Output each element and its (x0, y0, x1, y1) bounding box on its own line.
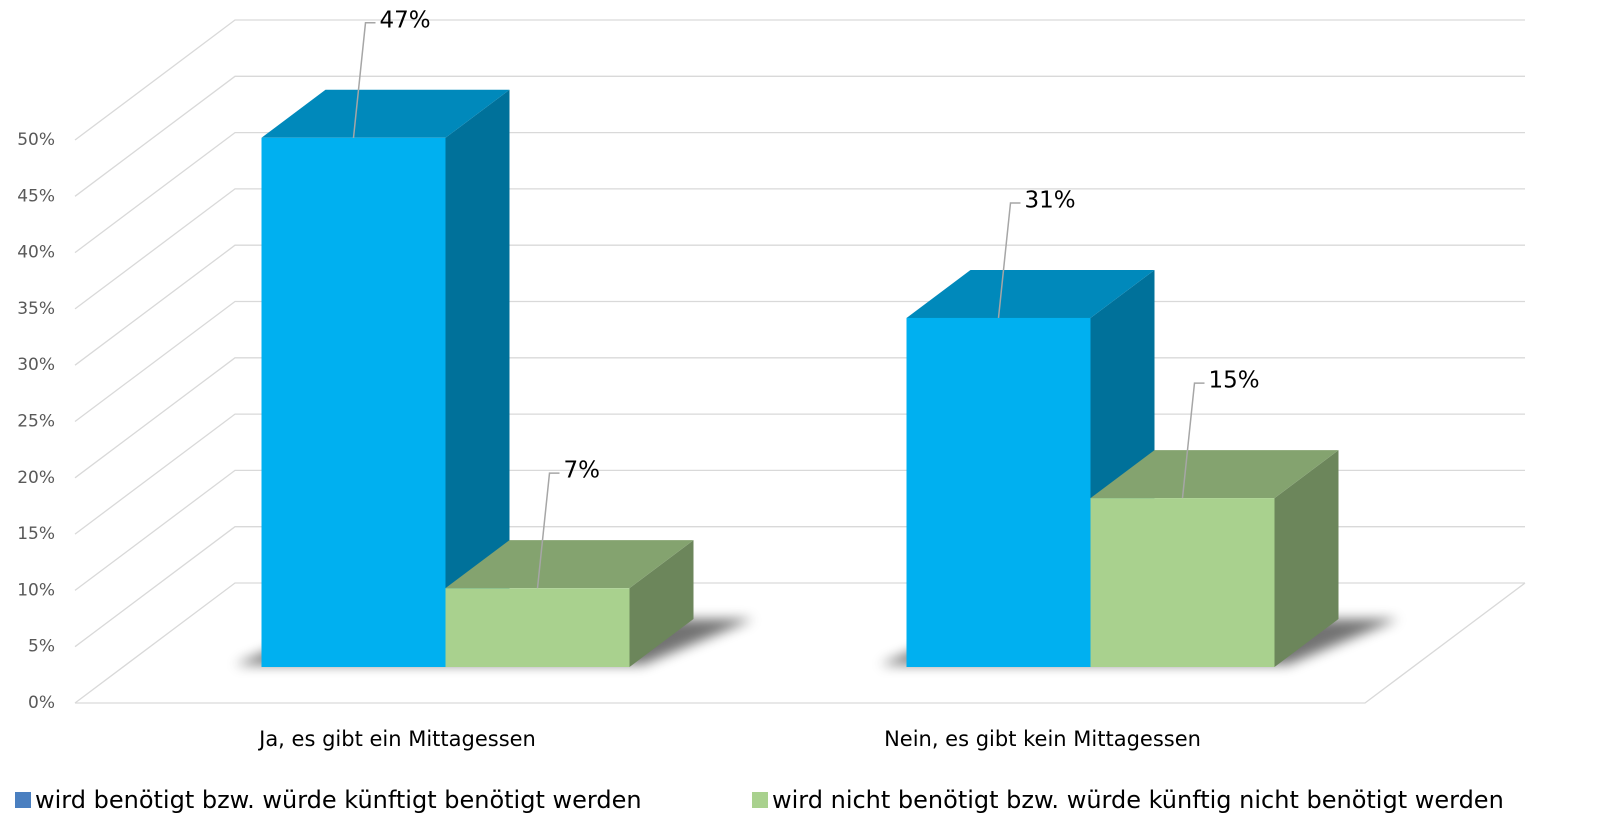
y-tick-label: 35% (17, 299, 55, 319)
grid-line (74, 75, 1525, 197)
bar (261, 137, 446, 667)
value-label: 47% (380, 7, 431, 33)
bar-side (1274, 450, 1339, 667)
x-tick-label: Ja, es gibt ein Mittagessen (257, 727, 536, 751)
bar-top (445, 540, 694, 589)
y-tick-label: 20% (17, 468, 55, 488)
leader-line (352, 22, 376, 138)
legend-swatch (15, 792, 31, 808)
y-tick-label: 30% (17, 355, 55, 375)
legend-label: wird benötigt bzw. würde künftigt benöti… (35, 786, 642, 814)
bar (1090, 498, 1275, 667)
bar (445, 588, 630, 667)
leader-line (536, 472, 560, 589)
y-tick-label: 5% (28, 637, 55, 657)
bar-side (629, 540, 694, 667)
y-tick-label: 25% (17, 412, 55, 432)
value-label: 31% (1025, 187, 1076, 213)
bar-side (445, 89, 510, 667)
legend-swatch (752, 792, 768, 808)
bar-top (906, 269, 1155, 318)
x-tick-label: Nein, es gibt kein Mittagessen (884, 727, 1201, 751)
grid-line (74, 244, 1525, 366)
y-tick-label: 45% (17, 186, 55, 206)
bar (906, 317, 1091, 667)
bar-top (261, 89, 510, 138)
leader-line (997, 202, 1021, 319)
value-label: 15% (1209, 368, 1260, 394)
floor-edge (75, 582, 1526, 704)
grid-line (74, 188, 1525, 310)
y-tick-label: 10% (17, 580, 55, 600)
leader-line (1181, 382, 1205, 499)
value-label: 7% (564, 458, 601, 484)
grid-line (74, 19, 1525, 141)
y-tick-label: 40% (17, 243, 55, 263)
y-tick-label: 50% (17, 130, 55, 150)
bar-top (1090, 450, 1339, 499)
legend-label: wird nicht benötigt bzw. würde künftig n… (772, 786, 1504, 814)
grid-line (74, 131, 1525, 254)
y-tick-label: 0% (28, 693, 55, 713)
y-tick-label: 15% (17, 524, 55, 544)
